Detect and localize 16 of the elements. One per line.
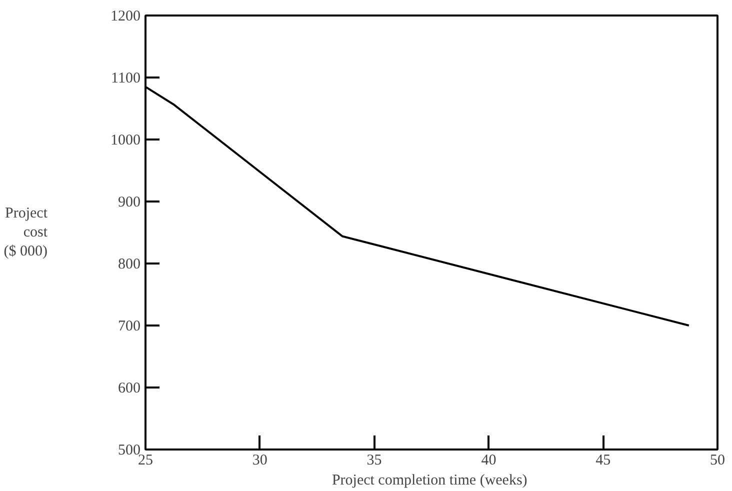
x-tick-label: 40 [481, 452, 496, 468]
x-tick-label: 50 [710, 452, 725, 468]
x-tick-label: 45 [596, 452, 611, 468]
y-tick-label: 600 [118, 380, 140, 396]
x-tick-label: 30 [252, 452, 268, 468]
y-tick-label: 1200 [110, 8, 140, 24]
y-tick-label: 900 [118, 194, 140, 210]
y-tick-label: 1000 [110, 132, 140, 148]
x-tick-label: 25 [138, 452, 153, 468]
y-tick-label: 800 [118, 256, 140, 272]
y-tick-label: 700 [118, 318, 140, 334]
y-tick-label: 1100 [111, 70, 141, 86]
y-tick-label: 500 [118, 442, 140, 458]
y-axis-title: Project cost ($ 000) [4, 205, 48, 260]
x-axis-title: Project completion time (weeks) [332, 472, 528, 488]
x-tick-label: 35 [366, 452, 382, 468]
